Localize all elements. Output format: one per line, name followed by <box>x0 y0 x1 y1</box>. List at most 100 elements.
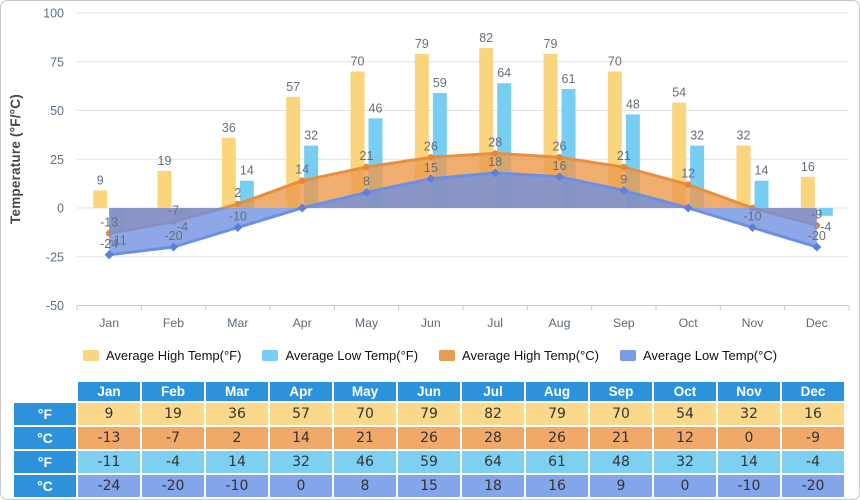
svg-text:-20: -20 <box>808 229 826 243</box>
svg-text:26: 26 <box>424 139 438 153</box>
table-row: °F 9 19 36 57 70 79 82 79 70 54 32 16 <box>14 403 844 425</box>
svg-text:19: 19 <box>158 154 172 168</box>
y-axis-title: Temperature (°F/°C) <box>8 94 23 224</box>
svg-text:57: 57 <box>286 80 300 94</box>
temp-value-cell: -9 <box>782 427 844 449</box>
svg-text:Mar: Mar <box>227 316 248 330</box>
temp-value-cell: -4 <box>142 451 204 473</box>
temp-value-cell: 46 <box>334 451 396 473</box>
svg-text:-24: -24 <box>100 237 118 251</box>
legend-item-average-low-temp-f[interactable]: Average Low Temp(°F) <box>262 348 418 363</box>
legend-swatch <box>262 350 279 361</box>
svg-text:32: 32 <box>690 129 704 143</box>
temp-value-cell: -20 <box>782 475 844 497</box>
legend-label: Average High Temp(°F) <box>105 348 242 363</box>
svg-text:14: 14 <box>295 163 309 177</box>
svg-text:75: 75 <box>50 55 64 69</box>
svg-text:8: 8 <box>363 174 370 188</box>
temp-value-cell: 61 <box>526 451 588 473</box>
table-row: °F -11 -4 14 32 46 59 64 61 48 32 14 -4 <box>14 451 844 473</box>
temp-value-cell: 32 <box>718 403 780 425</box>
svg-text:-4: -4 <box>177 220 188 234</box>
svg-text:59: 59 <box>433 76 447 90</box>
temperature-chart: 100 75 50 25 0 -25 -50 Jan Feb Mar Apr May Jun Jul Au… <box>8 7 850 330</box>
temp-value-cell: 14 <box>270 427 332 449</box>
svg-text:Aug: Aug <box>549 316 571 330</box>
month-header-cell: Mar <box>206 382 268 401</box>
legend-label: Average Low Temp(°C) <box>643 348 778 363</box>
table-row: °C -13 -7 2 14 21 26 28 26 21 12 0 -9 <box>14 427 844 449</box>
x-axis: Jan Feb Mar Apr May Jun Jul Aug Sep Oct Nov Dec <box>76 305 850 330</box>
temp-value-cell: 82 <box>462 403 524 425</box>
legend-item-average-high-temp-c[interactable]: Average High Temp(°C) <box>439 348 599 363</box>
svg-text:Feb: Feb <box>163 316 184 330</box>
svg-text:Jan: Jan <box>99 316 119 330</box>
temp-value-cell: 18 <box>462 475 524 497</box>
temp-value-cell: 54 <box>654 403 716 425</box>
svg-text:21: 21 <box>617 149 631 163</box>
svg-text:100: 100 <box>43 7 64 21</box>
svg-text:48: 48 <box>626 97 640 111</box>
svg-text:70: 70 <box>608 55 622 69</box>
svg-text:-11: -11 <box>110 233 127 247</box>
temp-value-cell: 48 <box>590 451 652 473</box>
temp-value-cell: -4 <box>782 451 844 473</box>
svg-text:-13: -13 <box>100 215 118 229</box>
temp-value-cell: 16 <box>782 403 844 425</box>
month-header-cell: Jan <box>78 382 140 401</box>
chart-legend: Average High Temp(°F) Average Low Temp(°F… <box>1 348 859 363</box>
temp-value-cell: 9 <box>78 403 140 425</box>
svg-text:-9: -9 <box>811 208 822 222</box>
svg-text:0: 0 <box>57 202 64 216</box>
temp-value-cell: 26 <box>526 427 588 449</box>
temp-value-cell: -24 <box>78 475 140 497</box>
temp-value-cell: 79 <box>526 403 588 425</box>
temp-value-cell: 79 <box>398 403 460 425</box>
legend-label: Average Low Temp(°F) <box>285 348 419 363</box>
temp-value-cell: -10 <box>718 475 780 497</box>
svg-text:Dec: Dec <box>806 316 828 330</box>
svg-text:82: 82 <box>479 31 493 45</box>
svg-text:54: 54 <box>672 86 686 100</box>
month-header-cell: Sep <box>590 382 652 401</box>
temperature-table: Jan Feb Mar Apr May Jun Jul Aug Sep Oct Nov Dec °F 9 1… <box>12 380 846 499</box>
chart-series <box>93 48 833 260</box>
month-header-cell: Jul <box>462 382 524 401</box>
svg-text:Jun: Jun <box>421 316 441 330</box>
svg-text:36: 36 <box>222 121 236 135</box>
temp-value-cell: 26 <box>398 427 460 449</box>
svg-text:28: 28 <box>488 135 502 149</box>
month-header-cell: Aug <box>526 382 588 401</box>
temp-value-cell: 15 <box>398 475 460 497</box>
svg-text:70: 70 <box>351 55 365 69</box>
temp-value-cell: -7 <box>142 427 204 449</box>
legend-item-average-low-temp-c[interactable]: Average Low Temp(°C) <box>620 348 777 363</box>
svg-text:-4: -4 <box>820 220 831 234</box>
svg-text:61: 61 <box>562 72 576 86</box>
svg-text:50: 50 <box>50 104 64 118</box>
temp-value-cell: 64 <box>462 451 524 473</box>
unit-label-cell: °C <box>14 475 76 497</box>
table-row: °C -24 -20 -10 0 8 15 18 16 9 0 -10 -20 <box>14 475 844 497</box>
svg-text:79: 79 <box>415 37 429 51</box>
legend-item-average-high-temp-f[interactable]: Average High Temp(°F) <box>82 348 242 363</box>
temp-value-cell: 59 <box>398 451 460 473</box>
svg-text:16: 16 <box>801 160 815 174</box>
svg-text:-25: -25 <box>46 250 64 264</box>
month-header-cell: Apr <box>270 382 332 401</box>
svg-text:2: 2 <box>234 186 241 200</box>
temp-value-cell: 28 <box>462 427 524 449</box>
temp-value-cell: 9 <box>590 475 652 497</box>
temp-value-cell: 21 <box>334 427 396 449</box>
svg-text:46: 46 <box>369 101 383 115</box>
svg-text:Apr: Apr <box>293 316 312 330</box>
legend-swatch <box>82 350 99 361</box>
legend-swatch <box>620 350 636 361</box>
svg-text:9: 9 <box>97 173 104 187</box>
temp-value-cell: 32 <box>654 451 716 473</box>
svg-text:Oct: Oct <box>679 316 699 330</box>
temp-value-cell: 0 <box>654 475 716 497</box>
svg-text:-50: -50 <box>46 299 64 313</box>
temp-value-cell: 70 <box>590 403 652 425</box>
